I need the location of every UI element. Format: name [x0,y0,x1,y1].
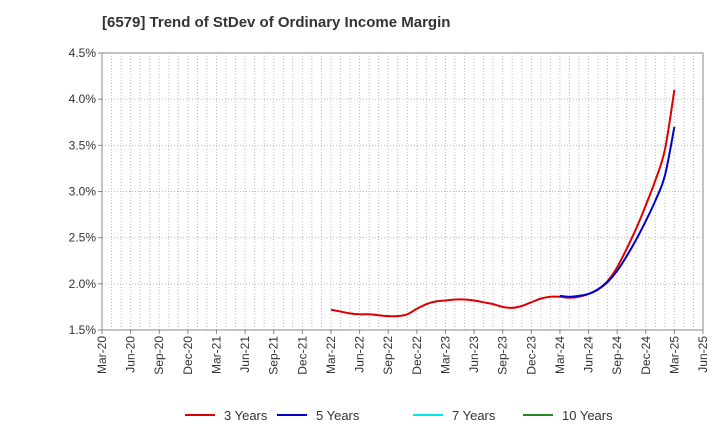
legend-item-5-years: 5 Years [277,408,360,423]
x-tick-label: Dec-23 [524,336,538,375]
x-tick-label: Mar-23 [438,336,452,374]
x-tick-label: Sep-20 [152,336,166,375]
x-tick-label: Dec-21 [295,336,309,375]
x-tick-label: Jun-22 [353,336,367,373]
legend-label: 5 Years [316,408,360,423]
y-tick-label: 4.5% [69,46,97,60]
series-lines [330,89,676,318]
y-tick-label: 2.5% [69,231,97,245]
legend: 3 Years 5 Years 7 Years 10 Years [185,408,613,423]
y-tick-label: 3.5% [69,138,97,152]
x-tick-label: Dec-24 [639,336,653,375]
grid [101,52,704,331]
x-tick-label: Mar-21 [209,336,223,374]
legend-label: 3 Years [224,408,268,423]
x-tick-label: Sep-22 [381,336,395,375]
legend-item-10-years: 10 Years [523,408,613,423]
x-tick-label: Mar-24 [553,336,567,374]
x-tick-label: Jun-23 [467,336,481,373]
legend-item-7-years: 7 Years [413,408,496,423]
series-line-3-years [330,89,676,318]
x-tick-label: Dec-22 [410,336,424,375]
chart-title: [6579] Trend of StDev of Ordinary Income… [102,14,451,31]
legend-item-3-years: 3 Years [185,408,268,423]
legend-label: 7 Years [452,408,496,423]
series-line-5-years [559,126,676,298]
x-tick-label: Mar-25 [667,336,681,374]
y-tick-label: 4.0% [69,92,97,106]
x-tick-label: Sep-23 [496,336,510,375]
y-tick-label: 1.5% [69,323,97,337]
x-tick-label: Jun-20 [124,336,138,373]
x-tick-label: Sep-24 [610,336,624,375]
x-tick-label: Mar-20 [95,336,109,374]
x-tick-label: Jun-24 [582,336,596,373]
legend-label: 10 Years [562,408,613,423]
x-tick-label: Jun-21 [238,336,252,373]
x-axis: Mar-20 Jun-20 Sep-20 Dec-20 Mar-21 Jun-21 Sep-… [95,330,710,375]
x-tick-label: Mar-22 [324,336,338,374]
y-tick-label: 3.0% [69,185,97,199]
y-axis: 1.5% 2.0% 2.5% 3.0% 3.5% 4.0% 4.5% [69,46,102,337]
x-tick-label: Dec-20 [181,336,195,375]
x-tick-label: Sep-21 [267,336,281,375]
x-tick-label: Jun-25 [696,336,710,373]
y-tick-label: 2.0% [69,277,97,291]
